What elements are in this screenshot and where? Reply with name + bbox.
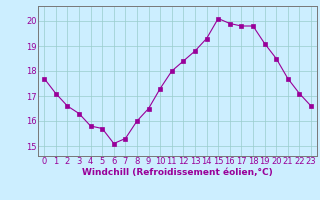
X-axis label: Windchill (Refroidissement éolien,°C): Windchill (Refroidissement éolien,°C) <box>82 168 273 177</box>
